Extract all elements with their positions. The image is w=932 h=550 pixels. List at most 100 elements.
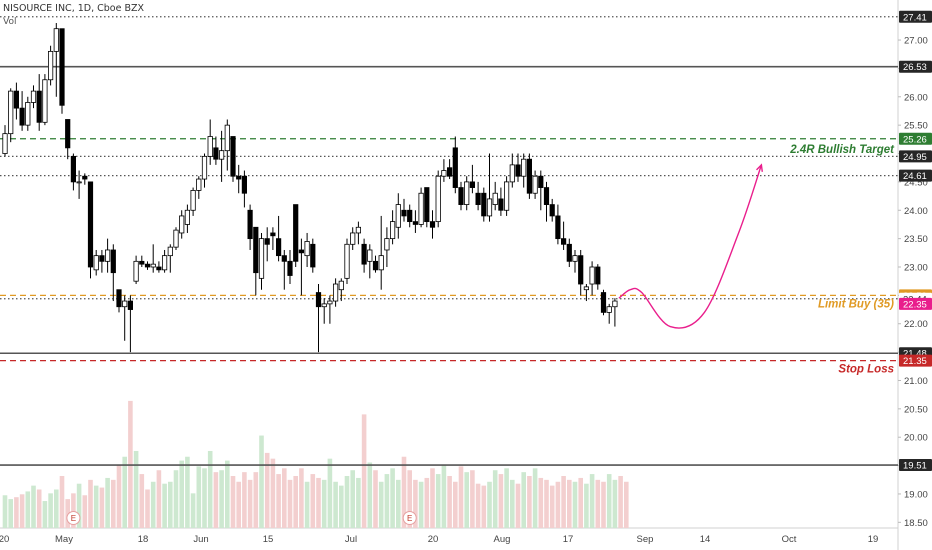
- candle-body: [144, 263, 151, 268]
- candle-body: [127, 300, 133, 310]
- price-tick-label: 21.00: [904, 376, 928, 387]
- volume-bar: [327, 458, 333, 528]
- volume-bar: [339, 485, 344, 528]
- candle-body: [201, 155, 208, 180]
- volume-bar: [247, 479, 253, 528]
- candle-body: [70, 155, 76, 183]
- price-label-box: [899, 459, 932, 472]
- volume-bar: [150, 481, 156, 528]
- volume-bar: [253, 472, 259, 528]
- candle-body: [218, 150, 225, 160]
- candle-body: [532, 175, 538, 194]
- earnings-marker-label: E: [71, 514, 76, 523]
- candle-body: [161, 255, 168, 271]
- candle-body: [429, 221, 436, 228]
- candle-body: [327, 300, 333, 305]
- volume-bar: [8, 499, 13, 528]
- candle-body: [8, 90, 14, 135]
- price-label: 26.53: [903, 62, 927, 73]
- candle-body: [355, 226, 362, 234]
- volume-bar: [225, 460, 230, 528]
- candle-body: [503, 181, 510, 211]
- candle-body: [258, 238, 265, 279]
- volume-bar: [555, 481, 561, 528]
- annotation-label: Limit Buy (35): [818, 298, 894, 310]
- time-tick-label: Jul: [345, 534, 357, 545]
- volume-bar: [475, 483, 481, 528]
- candle-body: [224, 124, 230, 152]
- volume-bar: [111, 479, 116, 528]
- volume-bar: [612, 479, 618, 528]
- candle-body: [612, 300, 618, 308]
- volume-bar: [413, 479, 418, 528]
- candle-body: [139, 260, 145, 265]
- volume-bar: [139, 474, 145, 528]
- volume-bar: [538, 477, 544, 528]
- volume-bar: [606, 474, 612, 528]
- candle-body: [526, 158, 533, 194]
- volume-bar: [276, 474, 281, 528]
- candle-body: [538, 175, 544, 188]
- candle-body: [264, 238, 270, 245]
- candle-body: [76, 181, 82, 184]
- volume-bar: [99, 487, 105, 528]
- candle-body: [298, 249, 305, 254]
- volume-bar: [310, 474, 316, 528]
- volume-bar: [293, 476, 298, 528]
- volume-bar: [361, 414, 367, 528]
- price-tick-label: 24.00: [904, 206, 928, 217]
- price-label-box: [899, 150, 932, 163]
- candle-body: [378, 255, 384, 271]
- candle-body: [59, 28, 65, 106]
- candle-body: [384, 238, 390, 251]
- volume-bar: [384, 474, 390, 528]
- volume-bar: [515, 483, 521, 528]
- volume-bar: [492, 470, 498, 528]
- candle-body: [486, 198, 493, 217]
- candle-body: [475, 192, 481, 205]
- volume-bar: [242, 472, 247, 528]
- volume-bar: [470, 470, 475, 528]
- volume-bar: [264, 452, 270, 528]
- candle-body: [446, 167, 453, 177]
- volume-bar: [287, 479, 293, 528]
- price-label: 21.48: [903, 349, 927, 360]
- candle-body: [116, 289, 122, 308]
- volume-bar: [185, 456, 190, 528]
- annotation-label: Stop Loss: [838, 364, 894, 376]
- volume-bar: [527, 476, 532, 528]
- volume-bar: [424, 477, 430, 528]
- candle-body: [167, 246, 173, 257]
- volume-bar: [304, 481, 310, 528]
- candle-body: [555, 215, 561, 240]
- volume-bar: [31, 485, 36, 528]
- volume-bar: [441, 464, 447, 528]
- time-tick-label: Jun: [193, 534, 208, 545]
- volume-bar: [48, 493, 53, 528]
- volume-bar: [510, 479, 515, 528]
- volume-bar: [401, 456, 407, 528]
- volume-bar: [42, 501, 48, 528]
- candle-body: [287, 260, 293, 276]
- time-tick-label: 19: [868, 534, 879, 545]
- candle-body: [498, 198, 504, 211]
- candle-body: [481, 192, 487, 217]
- candle-body: [196, 178, 202, 191]
- candle-body: [572, 255, 578, 262]
- projection-path: [618, 164, 763, 329]
- candle-body: [543, 187, 550, 205]
- volume-bar: [173, 470, 179, 528]
- volume-bar: [270, 458, 276, 528]
- volume-bar: [333, 481, 338, 528]
- volume-bar: [190, 493, 196, 528]
- time-tick-label: 18: [138, 534, 149, 545]
- volume-bar: [549, 485, 555, 528]
- volume-bar: [350, 470, 355, 528]
- volume-bar: [584, 483, 589, 528]
- price-tick-label: 22.00: [904, 319, 928, 330]
- volume-bar: [207, 450, 213, 528]
- candle-body: [207, 136, 213, 157]
- volume-bar: [76, 483, 82, 528]
- volume-bar: [430, 468, 435, 528]
